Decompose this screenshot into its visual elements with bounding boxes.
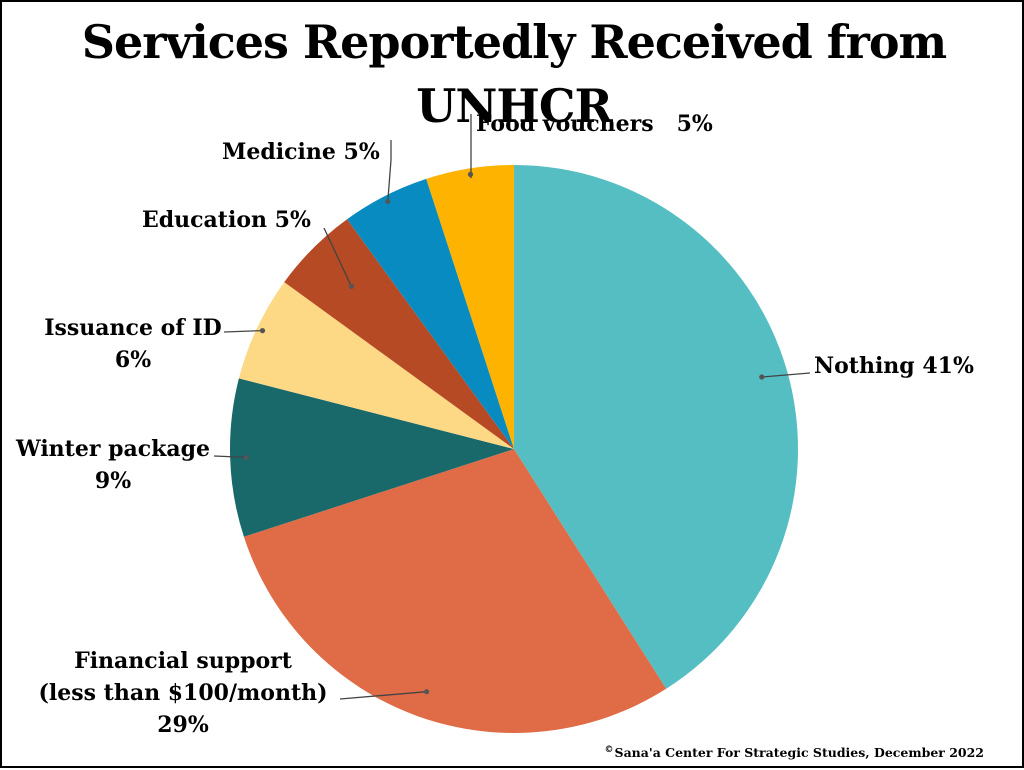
leader-dot-nothing [759,374,765,380]
pie-slice-medicine [347,178,514,449]
source-credit-text: Sana'a Center For Strategic Studies, Dec… [614,745,984,760]
leader-dot-financial [424,689,430,695]
label-winter-package: Winter package 9% [10,433,216,497]
label-medicine-name: Medicine [222,139,336,165]
label-nothing-name: Nothing [814,353,915,379]
pie-slice-education [284,219,514,449]
label-leaders [213,114,811,700]
label-winter-package-pct: 9% [94,468,132,494]
label-financial-support-pct: 29% [157,712,209,738]
label-nothing-text: Nothing 41% [814,350,974,382]
label-education: Education 5% [142,204,311,236]
leader-dot-food [467,171,474,177]
leader-dot-winter [243,454,249,460]
label-food-vouchers: Food vouchers 5% [476,108,713,140]
label-food-vouchers-name: Food vouchers [476,111,654,137]
leader-line-id [223,329,263,333]
chart-title: Services Reportedly Received from UNHCR [81,15,947,133]
leader-dot-id [259,328,266,334]
label-nothing: Nothing 41% [814,350,974,382]
leader-dot-medicine [385,198,391,204]
pie-slice-financial [243,449,667,733]
label-education-name: Education [142,207,267,233]
label-financial-support-line1: Financial support [74,648,292,674]
pie-slices [229,165,798,733]
label-education-text: Education 5% [142,204,311,236]
leader-line-nothing [761,372,811,378]
label-food-vouchers-text: Food vouchers 5% [476,108,713,140]
leader-line-medicine [387,140,392,202]
label-medicine-pct: 5% [343,139,380,165]
leader-dot-education [348,283,354,289]
label-winter-package-name: Winter package [16,436,210,462]
label-issuance-of-id: Issuance of ID 6% [40,312,226,376]
copyright-symbol: © [604,745,614,755]
label-education-pct: 5% [274,207,311,233]
label-food-vouchers-pct: 5% [676,111,713,137]
leader-line-financial [339,691,427,700]
label-medicine-text: Medicine 5% [222,136,380,168]
pie-slice-food [426,165,514,449]
pie-slice-winter [229,378,515,537]
leader-line-winter [213,455,247,459]
label-financial-support: Financial support (less than $100/month)… [22,645,344,741]
leader-line-food [469,114,472,179]
pie-slice-id [238,282,515,449]
source-credit: ©Sana'a Center For Strategic Studies, De… [605,745,984,760]
label-financial-support-line2: (less than $100/month) [38,680,328,706]
label-issuance-of-id-pct: 6% [114,347,152,373]
label-nothing-pct: 41% [922,353,974,379]
pie-slice-nothing [514,165,798,689]
label-medicine: Medicine 5% [222,136,380,168]
leader-line-education [323,227,352,287]
label-issuance-of-id-name: Issuance of ID [44,315,222,341]
